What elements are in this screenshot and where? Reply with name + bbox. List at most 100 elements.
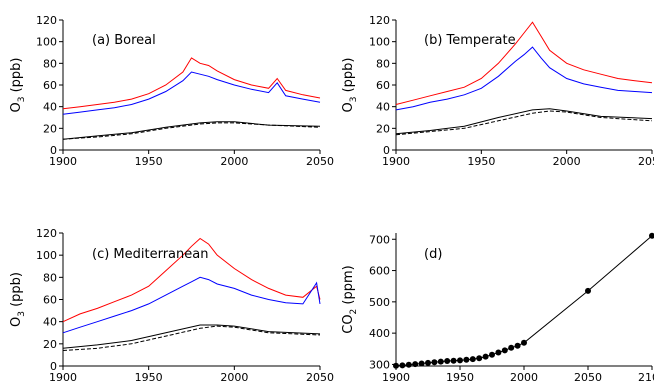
x-tick-label: 2050 xyxy=(306,155,334,168)
y-tick-label: 120 xyxy=(36,14,57,27)
panel-title: (c) Mediterranean xyxy=(92,247,208,262)
series-line-3 xyxy=(62,324,321,349)
y-tick-label: 60 xyxy=(43,79,57,92)
x-tick-label: 1950 xyxy=(135,371,163,383)
y-tick-label: 60 xyxy=(43,294,57,307)
y-axis-label-main: O xyxy=(341,102,356,112)
y-tick-label: 20 xyxy=(43,338,57,351)
data-point xyxy=(444,358,451,364)
series-line-4 xyxy=(62,325,321,351)
y-tick-label: 100 xyxy=(36,249,57,262)
data-point xyxy=(482,353,489,360)
y-axis-label: O3 (ppb) xyxy=(9,57,27,112)
x-tick-label: 2100 xyxy=(638,371,654,383)
y-tick-label: 700 xyxy=(369,233,390,246)
series-line-2 xyxy=(62,276,321,334)
x-tick-label: 1900 xyxy=(49,155,77,168)
y-axis-label-sub: 2 xyxy=(349,309,359,315)
series-line-2 xyxy=(62,71,321,115)
y-tick-label: 80 xyxy=(376,57,390,70)
y-tick-label: 20 xyxy=(43,122,57,135)
panel-title: (b) Temperate xyxy=(424,33,516,48)
series-line-1 xyxy=(62,57,321,110)
series-line-2 xyxy=(395,46,653,111)
y-tick-label: 100 xyxy=(36,36,57,49)
y-tick-label: 0 xyxy=(383,144,390,157)
x-tick-label: 2050 xyxy=(638,155,654,168)
y-tick-label: 120 xyxy=(36,227,57,240)
data-point xyxy=(418,360,425,367)
y-tick-label: 20 xyxy=(376,122,390,135)
x-tick-label: 1900 xyxy=(382,371,410,383)
y-tick-label: 40 xyxy=(376,101,390,114)
data-point xyxy=(501,347,508,354)
y-tick-label: 80 xyxy=(43,271,57,284)
data-point xyxy=(463,356,470,363)
x-tick-label: 1900 xyxy=(382,155,410,168)
y-tick-label: 80 xyxy=(43,57,57,70)
x-tick-label: 2000 xyxy=(220,371,248,383)
x-tick-label: 2050 xyxy=(306,371,334,383)
y-axis-label: O3 (ppb) xyxy=(341,57,359,112)
y-axis-label-unit: (ppb) xyxy=(341,57,356,96)
data-point xyxy=(469,356,476,363)
data-point xyxy=(489,351,495,358)
data-point xyxy=(457,357,463,364)
chart-panel-4: 300 400 500 600 700 1900 1950 2000 2050 2100 (d) CO… xyxy=(341,232,654,383)
chart-panel-3: 0 20 40 60 80 100 120 1900 1950 2000 2050 (c) Medit… xyxy=(9,227,334,383)
y-axis-label-unit: (ppb) xyxy=(9,57,24,96)
data-point xyxy=(514,342,521,349)
series-line-1 xyxy=(395,21,653,105)
data-point xyxy=(431,359,438,366)
data-point xyxy=(585,287,591,294)
y-tick-label: 40 xyxy=(43,101,57,114)
series-line-3 xyxy=(395,108,653,135)
x-tick-label: 1950 xyxy=(135,155,163,168)
series-line-4 xyxy=(395,110,653,136)
y-tick-label: 600 xyxy=(369,265,390,278)
y-tick-label: 400 xyxy=(369,327,390,340)
panel-title: (a) Boreal xyxy=(92,33,156,48)
data-point xyxy=(425,359,431,366)
x-tick-label: 2050 xyxy=(574,371,602,383)
y-tick-label: 60 xyxy=(376,79,390,92)
y-axis-label-main: O xyxy=(9,102,24,112)
chart-panel-2: 0 20 40 60 80 100 120 1900 1950 2000 2050 (b) Tempe… xyxy=(341,14,654,168)
y-tick-label: 100 xyxy=(369,36,390,49)
data-point xyxy=(508,344,515,351)
data-point xyxy=(649,232,654,239)
x-tick-label: 2000 xyxy=(510,371,538,383)
panel-title: (d) xyxy=(424,247,442,262)
x-tick-label: 1900 xyxy=(49,371,77,383)
data-point xyxy=(393,362,399,369)
y-tick-label: 0 xyxy=(50,360,57,373)
y-axis-label-main: O xyxy=(9,317,24,327)
y-axis-label-unit: (ppb) xyxy=(9,272,24,311)
data-point xyxy=(495,349,502,356)
series-line-4 xyxy=(62,122,321,140)
y-axis-label-sub: 3 xyxy=(349,97,359,103)
y-axis-label-main: CO xyxy=(341,314,356,333)
x-tick-label: 1950 xyxy=(446,371,474,383)
data-point xyxy=(437,358,444,365)
y-tick-label: 300 xyxy=(369,358,390,371)
series-line-1 xyxy=(62,237,321,323)
data-point xyxy=(521,339,527,346)
chart-panel-1: 0 20 40 60 80 100 120 1900 1950 2000 2050 (a) Borea… xyxy=(9,14,334,168)
y-axis-label-unit: (ppm) xyxy=(341,265,356,308)
data-point xyxy=(412,361,419,368)
x-tick-label: 1950 xyxy=(467,155,495,168)
y-tick-label: 40 xyxy=(43,316,57,329)
y-axis-label-sub: 3 xyxy=(17,311,27,317)
data-point xyxy=(450,357,457,364)
x-tick-label: 2000 xyxy=(220,155,248,168)
data-point xyxy=(399,362,406,369)
y-axis-label: O3 (ppb) xyxy=(9,272,27,327)
y-tick-label: 500 xyxy=(369,296,390,309)
data-point xyxy=(405,361,412,368)
y-axis-label: CO2 (ppm) xyxy=(341,265,359,334)
y-axis-label-sub: 3 xyxy=(17,97,27,103)
data-point xyxy=(476,355,483,362)
x-tick-label: 2000 xyxy=(553,155,581,168)
